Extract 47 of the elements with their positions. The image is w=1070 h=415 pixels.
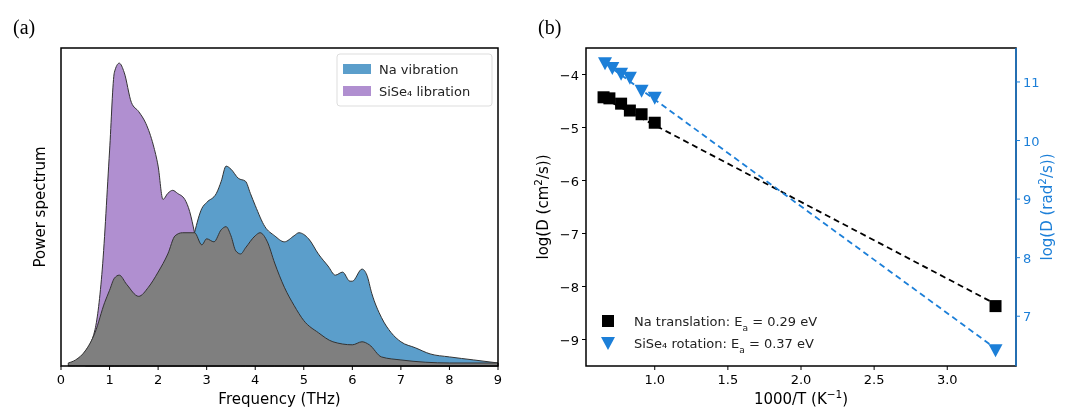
point bbox=[634, 84, 649, 98]
y-tick-label: −6 bbox=[559, 173, 579, 189]
y-axis-title: Power spectrum bbox=[31, 146, 49, 268]
x-tick-label: 6 bbox=[348, 372, 357, 387]
chart-title: (b) bbox=[538, 16, 562, 39]
y2-tick-label: 9 bbox=[1023, 192, 1032, 208]
x-tick-label: 0 bbox=[56, 372, 66, 387]
y-tick-label: −9 bbox=[559, 332, 579, 348]
x-tick-label: 3.0 bbox=[936, 372, 958, 387]
y-tick-label: −5 bbox=[559, 120, 579, 136]
legend-label: Na vibration bbox=[379, 62, 459, 77]
x-tick-label: 1.0 bbox=[644, 372, 666, 387]
y-tick-label: −8 bbox=[559, 279, 579, 295]
point bbox=[988, 344, 1003, 358]
x-axis-title: 1000/T (K$^{−1}$) bbox=[753, 388, 849, 408]
chart-title: (a) bbox=[13, 16, 36, 39]
point bbox=[623, 104, 636, 117]
legend-label: SiSe₄ rotation: E$_{a}$ = 0.37 eV bbox=[634, 336, 814, 355]
point bbox=[622, 71, 637, 85]
y2-tick-label: 7 bbox=[1023, 309, 1032, 325]
x-tick-label: 5 bbox=[299, 372, 308, 387]
point bbox=[614, 67, 629, 81]
point bbox=[603, 92, 616, 105]
y2-tick-label: 10 bbox=[1023, 133, 1040, 149]
point bbox=[598, 57, 613, 71]
y2-tick-label: 8 bbox=[1023, 250, 1032, 266]
point bbox=[635, 108, 648, 121]
x-tick-label: 1.5 bbox=[717, 372, 739, 387]
point bbox=[648, 116, 661, 129]
x-tick-label: 2.0 bbox=[790, 372, 812, 387]
x-tick-label: 7 bbox=[396, 372, 406, 387]
x-tick-label: 4 bbox=[251, 372, 260, 387]
point bbox=[605, 61, 620, 75]
legend-label: Na translation: E$_{a}$ = 0.29 eV bbox=[634, 314, 818, 333]
x-tick-label: 2 bbox=[153, 372, 163, 387]
x-tick-label: 1 bbox=[105, 372, 114, 387]
point bbox=[989, 300, 1002, 313]
y-tick-label: −4 bbox=[559, 67, 579, 83]
x-tick-label: 8 bbox=[445, 372, 454, 387]
point bbox=[647, 91, 662, 105]
x-tick-label: 3 bbox=[202, 372, 211, 387]
x-tick-label: 2.5 bbox=[863, 372, 885, 387]
x-tick-label: 9 bbox=[493, 372, 503, 387]
y-tick-label: −7 bbox=[559, 226, 579, 242]
x-axis-title: Frequency (THz) bbox=[218, 390, 341, 408]
legend-label: SiSe₄ libration bbox=[379, 84, 471, 99]
y2-tick-label: 11 bbox=[1023, 74, 1040, 90]
